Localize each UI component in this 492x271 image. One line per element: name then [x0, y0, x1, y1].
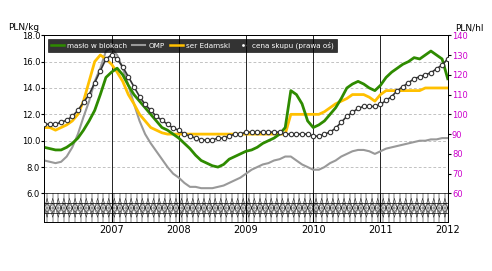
Legend: masło w blokach, OMP, ser Edamski, cena skupu (prawa oś): masło w blokach, OMP, ser Edamski, cena … [48, 39, 337, 52]
Text: PLN/kg: PLN/kg [8, 23, 39, 32]
Text: PLN/hl: PLN/hl [456, 23, 484, 32]
